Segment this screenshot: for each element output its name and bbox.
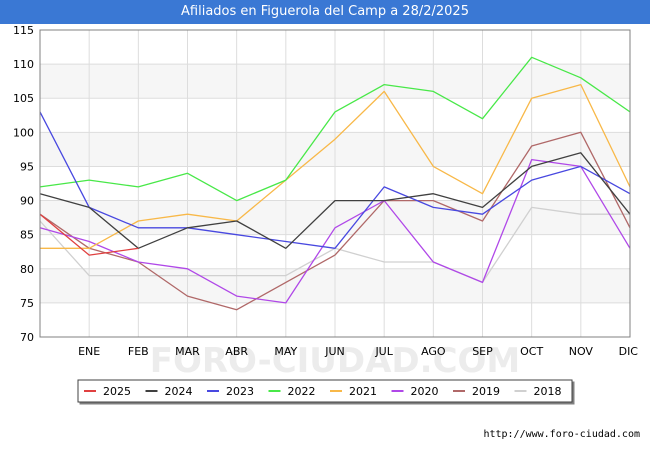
series-line-2023 — [39, 111, 631, 249]
y-tick-label: 85 — [20, 229, 34, 242]
x-tick-label: ENE — [78, 345, 100, 358]
x-tick-label: JUL — [374, 345, 393, 358]
legend-box — [77, 379, 573, 403]
y-tick-label: 105 — [13, 92, 34, 105]
legend-label-2021: 2021 — [349, 385, 377, 398]
x-axis: ENE FEB MAR ABR MAY JUN JUL AGO SEP OCT NOV DIC — [78, 345, 638, 358]
x-tick-label: FEB — [128, 345, 149, 358]
x-tick-label: JUN — [324, 345, 345, 358]
y-tick-label: 90 — [20, 195, 34, 208]
legend-label-2022: 2022 — [288, 385, 316, 398]
series-line-2025 — [39, 213, 139, 256]
x-tick-label: DIC — [619, 345, 639, 358]
legend-label-2018: 2018 — [534, 385, 562, 398]
legend-label-2019: 2019 — [472, 385, 500, 398]
chart-title: Afiliados en Figuerola del Camp a 28/2/2… — [0, 0, 650, 24]
x-tick-label: ABR — [225, 345, 248, 358]
y-tick-label: 75 — [20, 297, 34, 310]
y-tick-label: 115 — [13, 24, 34, 37]
legend-label-2023: 2023 — [226, 385, 254, 398]
watermark: FORO-CIUDAD.COM — [150, 341, 521, 381]
legend-label-2020: 2020 — [411, 385, 439, 398]
legend-label-2025: 2025 — [103, 385, 131, 398]
series-line-2021 — [40, 83, 631, 249]
x-tick-label: MAR — [175, 345, 200, 358]
series-line-2020 — [39, 158, 631, 304]
x-tick-label: SEP — [472, 345, 493, 358]
x-tick-label: MAY — [274, 345, 297, 358]
x-tick-label: AGO — [421, 345, 446, 358]
legend: 2025 2024 2023 2022 2021 2020 2019 2018 — [77, 379, 573, 403]
legend-label-2024: 2024 — [165, 385, 193, 398]
y-tick-label: 100 — [13, 126, 34, 139]
y-tick-label: 110 — [13, 58, 34, 71]
series-layer — [39, 56, 631, 311]
y-tick-label: 80 — [20, 263, 34, 276]
series-line-2022 — [39, 56, 631, 202]
source-link[interactable]: http://www.foro-ciudad.com — [483, 429, 640, 440]
plot-frame — [39, 29, 631, 338]
x-tick-label: OCT — [520, 345, 543, 358]
y-axis: 70 75 80 85 90 95 100 105 110 115 — [13, 24, 34, 344]
x-tick-label: NOV — [569, 345, 594, 358]
y-tick-label: 95 — [20, 160, 34, 173]
y-tick-label: 70 — [20, 331, 34, 344]
